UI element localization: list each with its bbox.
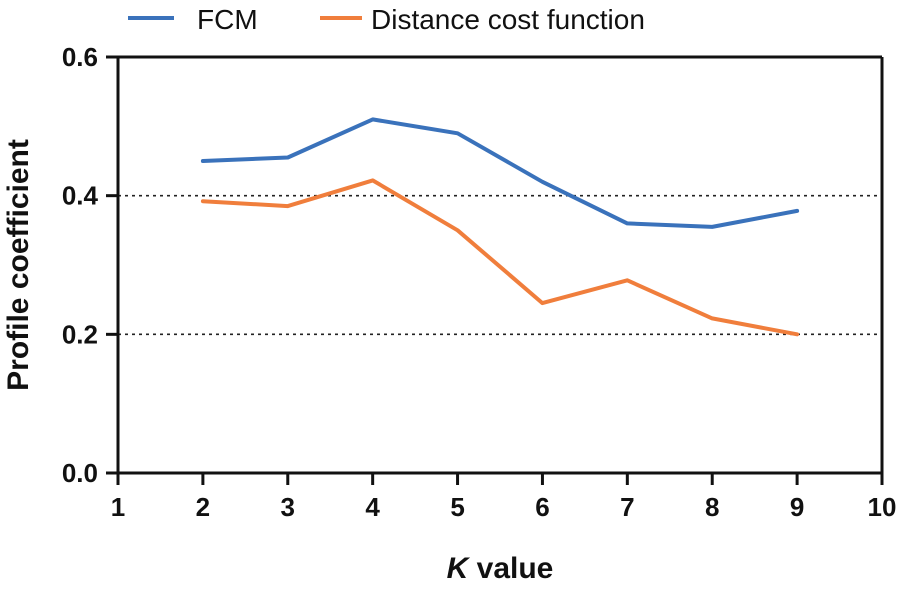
series-line-fcm	[200, 117, 800, 229]
x-axis-title: K value	[447, 552, 554, 585]
x-tick-label: 5	[450, 492, 464, 522]
x-tick-label: 3	[281, 492, 295, 522]
x-tick-label: 7	[620, 492, 634, 522]
x-tick-label: 8	[705, 492, 719, 522]
axes	[116, 55, 884, 475]
x-axis-title-rest: value	[468, 552, 553, 585]
x-tick-label: 4	[365, 492, 380, 522]
y-axis-title: Profile coefficient	[2, 139, 35, 391]
y-tick-label: 0.6	[62, 42, 98, 72]
y-tick-label: 0.0	[62, 458, 98, 488]
x-tick-label: 6	[535, 492, 549, 522]
y-tick-label: 0.4	[62, 181, 99, 211]
x-tick-label: 10	[868, 492, 897, 522]
x-tick-label: 9	[790, 492, 804, 522]
x-axis-title-italic: K	[447, 552, 471, 585]
series-line-distance-cost	[200, 178, 800, 337]
ticks: 1 2 3 4 5 6 7 8 9 10 0.0 0.2 0.4 0.6	[62, 42, 897, 522]
legend: FCM Distance cost function	[128, 4, 645, 35]
y-tick-label: 0.2	[62, 319, 98, 349]
gridlines	[118, 194, 882, 336]
x-tick-label: 1	[111, 492, 125, 522]
series-lines	[200, 117, 800, 337]
x-tick-label: 2	[196, 492, 210, 522]
legend-label-fcm: FCM	[197, 4, 258, 35]
legend-label-distance-cost: Distance cost function	[371, 4, 645, 35]
